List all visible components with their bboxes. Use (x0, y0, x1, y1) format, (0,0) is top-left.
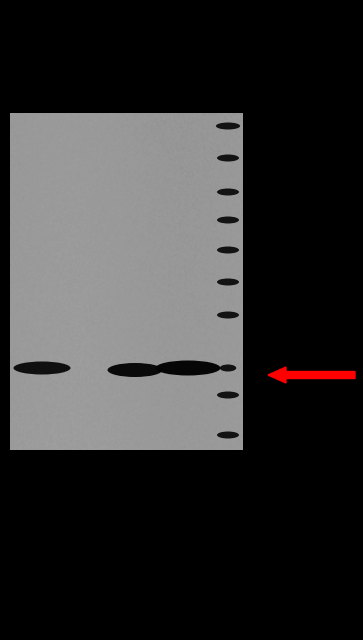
Ellipse shape (217, 189, 239, 195)
Ellipse shape (217, 246, 239, 253)
Ellipse shape (217, 312, 239, 319)
Ellipse shape (13, 362, 70, 374)
FancyArrow shape (268, 367, 355, 383)
Ellipse shape (155, 360, 220, 376)
Ellipse shape (217, 154, 239, 161)
Ellipse shape (107, 363, 163, 377)
Ellipse shape (217, 431, 239, 438)
Ellipse shape (220, 365, 236, 371)
Ellipse shape (217, 216, 239, 223)
Ellipse shape (217, 392, 239, 399)
Bar (10, 113, 243, 450)
Ellipse shape (216, 122, 240, 129)
Ellipse shape (217, 278, 239, 285)
